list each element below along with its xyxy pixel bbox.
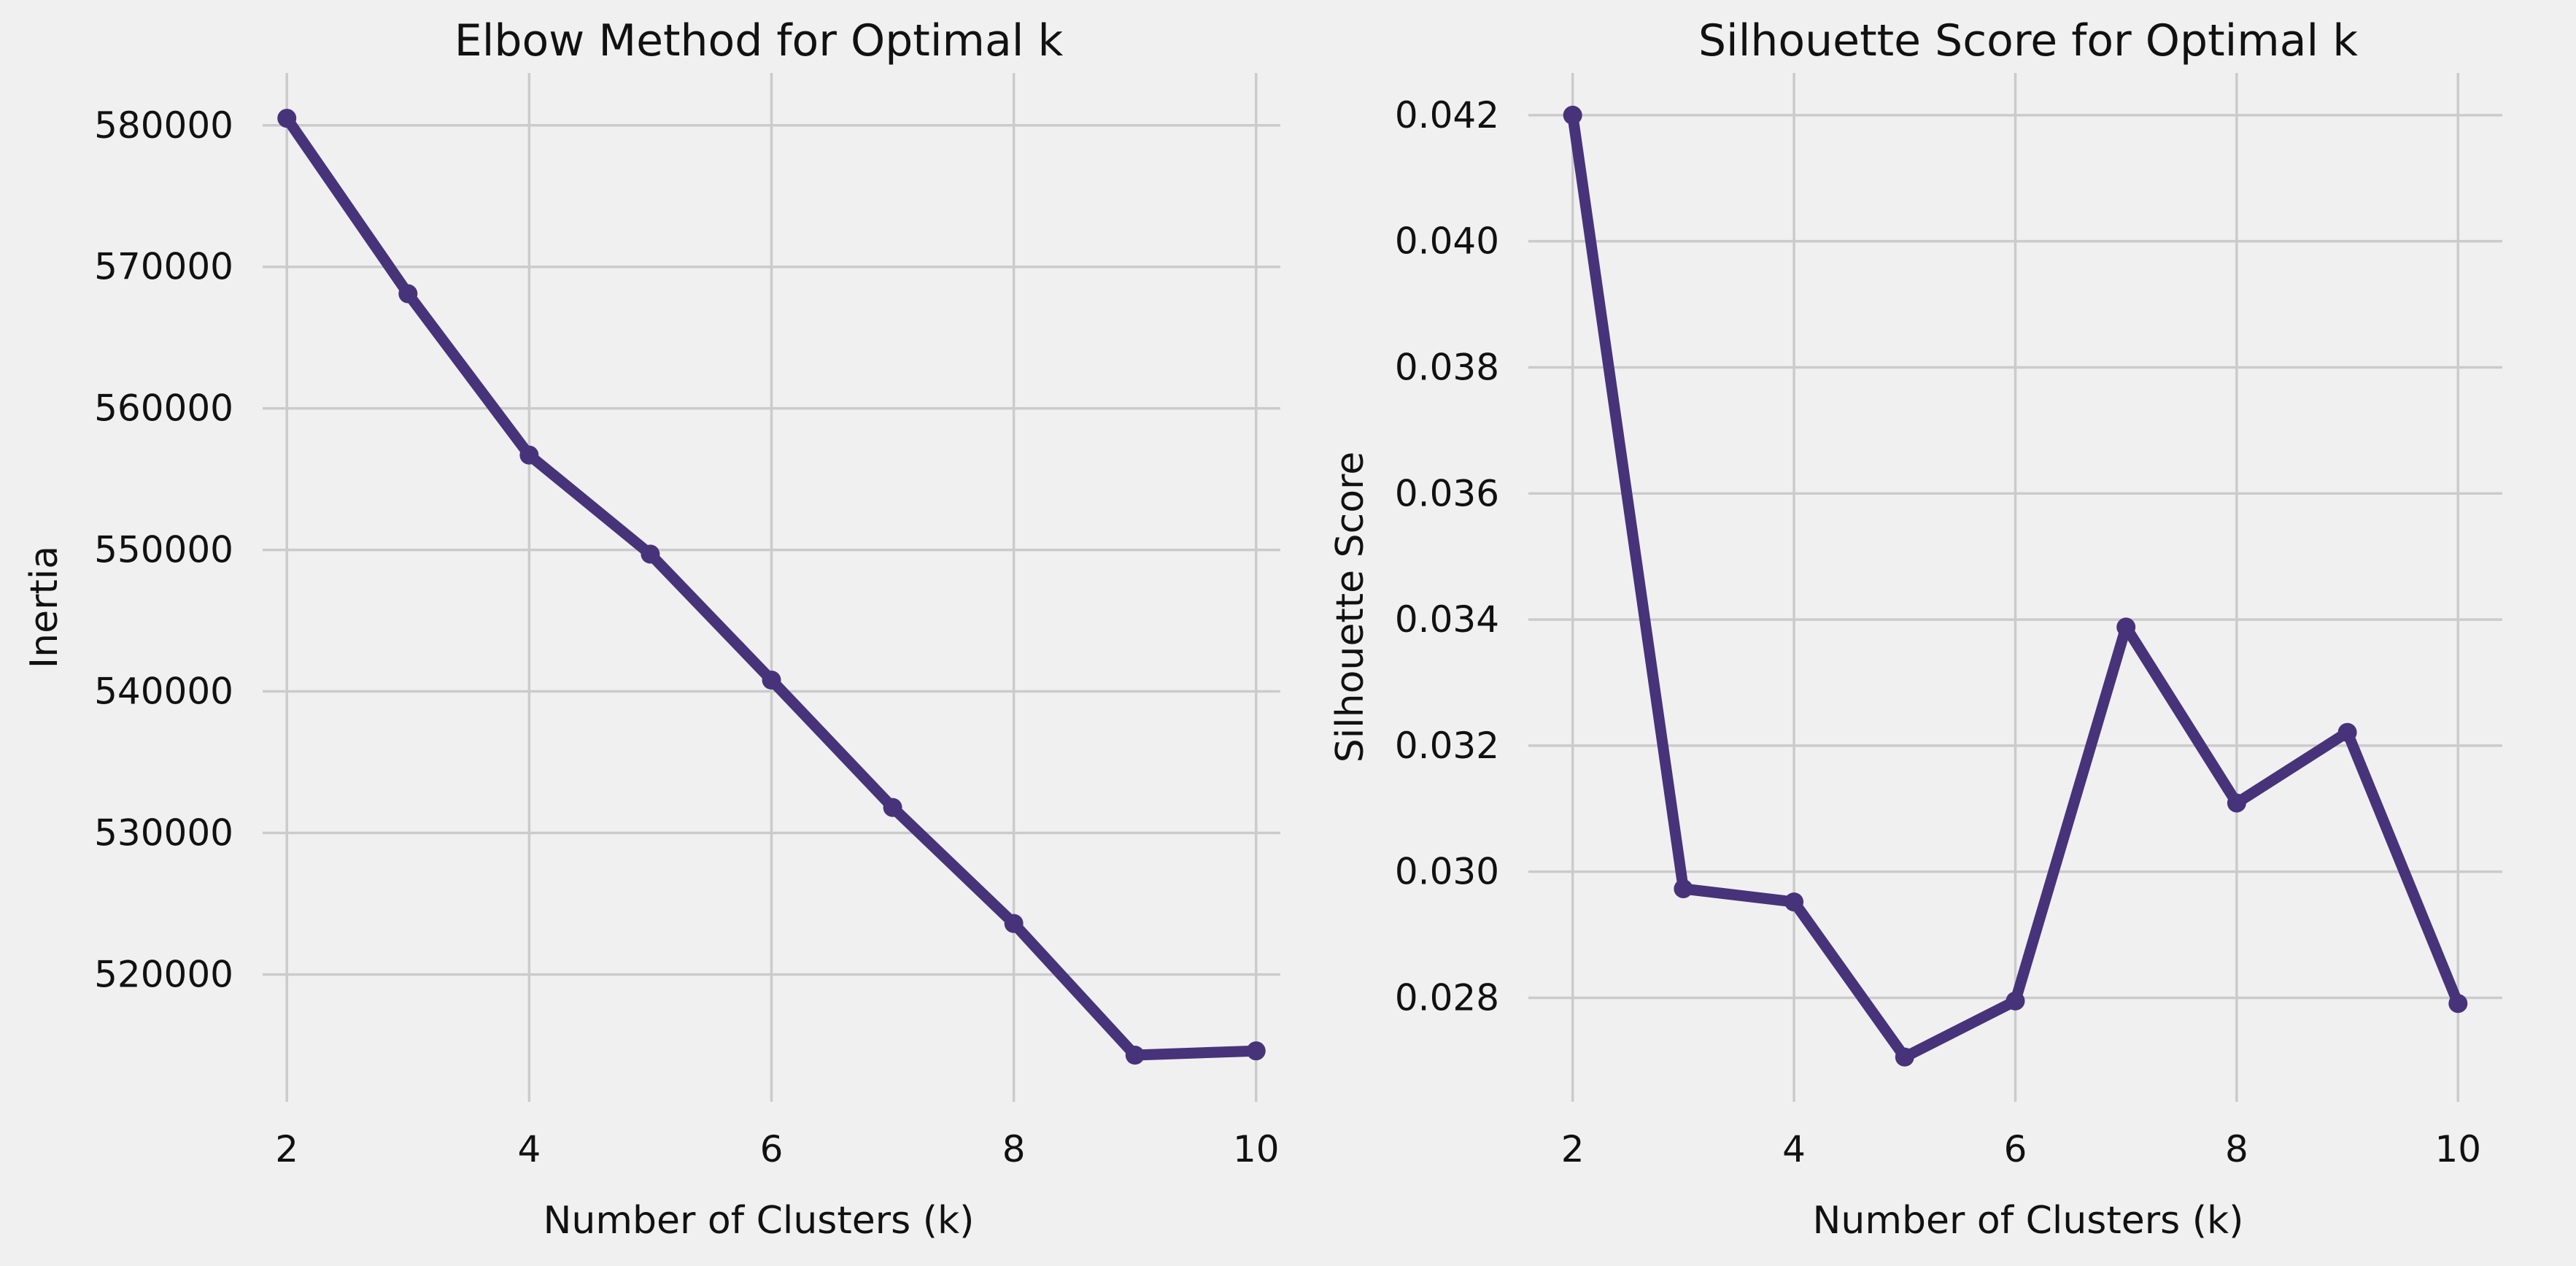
silhouette-y-tick-label: 0.042 xyxy=(1395,94,1499,136)
elbow-x-axis-label: Number of Clusters (k) xyxy=(544,1199,975,1243)
silhouette-x-ticks: 2 4 6 8 10 xyxy=(1561,1128,2481,1170)
silhouette-data-point xyxy=(1563,105,1582,125)
elbow-x-ticks: 2 4 6 8 10 xyxy=(275,1128,1279,1170)
elbow-y-tick-label: 550000 xyxy=(94,529,233,571)
silhouette-y-tick-label: 0.036 xyxy=(1395,472,1499,514)
silhouette-x-tick-label: 2 xyxy=(1561,1128,1585,1170)
silhouette-y-tick-label: 0.028 xyxy=(1395,976,1499,1019)
elbow-x-tick-label: 6 xyxy=(760,1128,784,1170)
elbow-y-tick-label: 570000 xyxy=(94,246,233,288)
elbow-x-tick-label: 8 xyxy=(1002,1128,1026,1170)
silhouette-y-tick-label: 0.034 xyxy=(1395,598,1499,641)
elbow-x-tick-label: 4 xyxy=(517,1128,541,1170)
elbow-y-axis-label: Inertia xyxy=(23,546,66,668)
silhouette-data-point xyxy=(2448,994,2468,1014)
silhouette-chart-panel: 2 4 6 8 10 0.0280.0300.0320.0340.0360.0380.0… xyxy=(1328,15,2502,1243)
elbow-series xyxy=(277,109,1266,1065)
silhouette-chart-title: Silhouette Score for Optimal k xyxy=(1698,15,2358,66)
elbow-y-tick-label: 530000 xyxy=(94,811,233,854)
silhouette-x-tick-label: 4 xyxy=(1782,1128,1806,1170)
silhouette-data-point xyxy=(1674,879,1693,898)
silhouette-data-point xyxy=(2116,617,2136,637)
elbow-data-point xyxy=(641,544,660,564)
elbow-data-point xyxy=(762,671,781,690)
elbow-data-point xyxy=(1125,1045,1145,1065)
elbow-x-tick-label: 2 xyxy=(275,1128,298,1170)
elbow-chart-title: Elbow Method for Optimal k xyxy=(455,15,1064,66)
silhouette-y-ticks: 0.028 0.030 0.032 0.034 0.036 0.038 0.040 0.042 xyxy=(1395,94,1499,1019)
elbow-data-point xyxy=(398,284,418,304)
silhouette-y-tick-label: 0.040 xyxy=(1395,220,1499,263)
elbow-x-tick-label: 10 xyxy=(1233,1128,1280,1170)
silhouette-x-tick-label: 6 xyxy=(2004,1128,2027,1170)
silhouette-y-tick-label: 0.038 xyxy=(1395,346,1499,388)
silhouette-data-point xyxy=(2227,793,2246,813)
elbow-y-tick-label: 520000 xyxy=(94,953,233,995)
silhouette-data-point xyxy=(2337,722,2357,742)
elbow-data-point xyxy=(277,109,297,128)
elbow-chart-panel: 2 4 6 8 10 520000 530000 540000 550000 560000 570… xyxy=(23,15,1280,1243)
elbow-grid xyxy=(263,73,1280,1102)
silhouette-data-point xyxy=(1895,1047,1914,1067)
elbow-y-tick-label: 560000 xyxy=(94,387,233,430)
silhouette-y-tick-label: 0.032 xyxy=(1395,725,1499,767)
elbow-data-point xyxy=(1246,1041,1266,1061)
silhouette-series xyxy=(1563,105,2468,1067)
silhouette-data-point xyxy=(1784,892,1804,912)
elbow-y-ticks: 520000 530000 540000 550000 560000 570000 5800… xyxy=(94,104,233,996)
silhouette-x-tick-label: 10 xyxy=(2435,1128,2482,1170)
silhouette-data-point xyxy=(2006,991,2025,1011)
silhouette-x-axis-label: Number of Clusters (k) xyxy=(1813,1199,2244,1243)
silhouette-y-axis-label: Silhouette Score xyxy=(1328,452,1372,763)
elbow-data-point xyxy=(1004,914,1024,933)
silhouette-x-tick-label: 8 xyxy=(2225,1128,2248,1170)
elbow-y-tick-label: 540000 xyxy=(94,671,233,713)
elbow-data-point xyxy=(883,798,902,817)
elbow-y-tick-label: 580000 xyxy=(94,104,233,147)
silhouette-grid xyxy=(1528,73,2502,1102)
silhouette-y-tick-label: 0.030 xyxy=(1395,851,1499,893)
elbow-data-point xyxy=(519,445,539,465)
